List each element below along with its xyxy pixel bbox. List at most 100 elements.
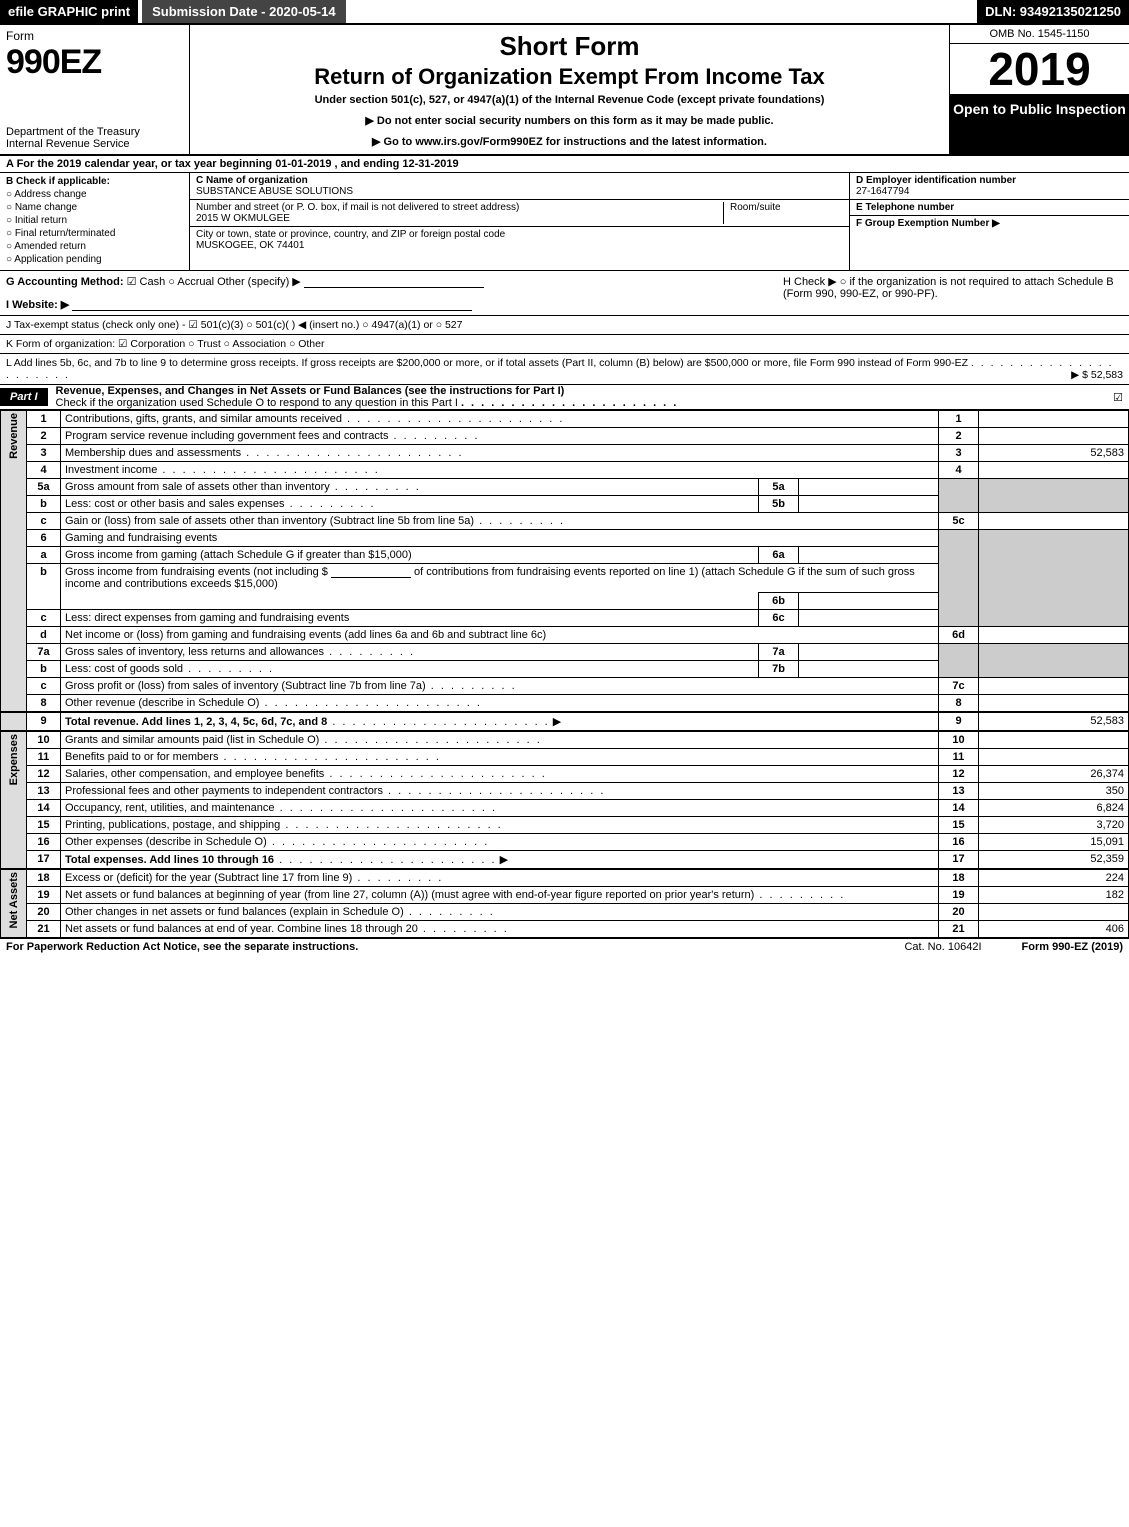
chk-initial-return[interactable]: Initial return — [6, 215, 183, 226]
lines-table: Revenue 1 Contributions, gifts, grants, … — [0, 410, 1129, 939]
ln-5a-sub: 5a — [759, 479, 799, 496]
ln-12-desc: Salaries, other compensation, and employ… — [65, 768, 324, 780]
ln-5b-desc: Less: cost or other basis and sales expe… — [65, 498, 285, 510]
chk-amended-return[interactable]: Amended return — [6, 241, 183, 252]
ln-3-num: 3 — [939, 445, 979, 462]
efile-print[interactable]: efile GRAPHIC print — [0, 0, 138, 23]
header-right: OMB No. 1545-1150 2019 Open to Public In… — [949, 25, 1129, 154]
org-city: MUSKOGEE, OK 74401 — [196, 240, 304, 251]
ln-2-desc: Program service revenue including govern… — [65, 430, 388, 442]
ln-6d-val — [979, 627, 1129, 644]
ln-15: 15 — [27, 817, 61, 834]
i-website-blank[interactable] — [72, 300, 472, 311]
revenue-label: Revenue — [1, 411, 27, 713]
h-schedule-b[interactable]: H Check ▶ ○ if the organization is not r… — [783, 275, 1123, 311]
ln-14: 14 — [27, 800, 61, 817]
ln-10-desc: Grants and similar amounts paid (list in… — [65, 734, 319, 746]
part-1-label: Part I — [0, 388, 48, 406]
ln-19-val: 182 — [979, 887, 1129, 904]
ln-9: 9 — [27, 712, 61, 731]
ln-17-val: 52,359 — [979, 851, 1129, 870]
col-b-checkboxes: B Check if applicable: Address change Na… — [0, 173, 190, 270]
chk-application-pending[interactable]: Application pending — [6, 254, 183, 265]
ln-5c: c — [27, 513, 61, 530]
form-number: 990EZ — [6, 43, 183, 82]
ln-3-val: 52,583 — [979, 445, 1129, 462]
g-cash[interactable]: Cash — [127, 276, 166, 288]
e-phone-label: E Telephone number — [856, 202, 954, 213]
paperwork-notice: For Paperwork Reduction Act Notice, see … — [6, 941, 864, 953]
ln-5c-num: 5c — [939, 513, 979, 530]
ln-5b: b — [27, 496, 61, 513]
ln-7a-desc: Gross sales of inventory, less returns a… — [65, 646, 324, 658]
chk-final-return[interactable]: Final return/terminated — [6, 228, 183, 239]
ln-8-val — [979, 695, 1129, 713]
ln-14-num: 14 — [939, 800, 979, 817]
d-ein-label: D Employer identification number — [856, 175, 1016, 186]
line-l-amount: ▶ $ 52,583 — [1071, 369, 1123, 381]
ln-3-desc: Membership dues and assessments — [65, 447, 241, 459]
form-subtitle: Under section 501(c), 527, or 4947(a)(1)… — [198, 94, 941, 106]
ln-6b-blank[interactable] — [331, 567, 411, 578]
chk-name-change[interactable]: Name change — [6, 202, 183, 213]
ln-20-num: 20 — [939, 904, 979, 921]
ln-20-desc: Other changes in net assets or fund bala… — [65, 906, 404, 918]
ln-11-num: 11 — [939, 749, 979, 766]
part-1-checkbox[interactable]: ☑ — [1107, 391, 1129, 404]
ln-13: 13 — [27, 783, 61, 800]
g-other[interactable]: Other (specify) ▶ — [217, 276, 301, 288]
ln-16-desc: Other expenses (describe in Schedule O) — [65, 836, 267, 848]
ln-9-desc: Total revenue. Add lines 1, 2, 3, 4, 5c,… — [65, 716, 327, 728]
ln-8: 8 — [27, 695, 61, 713]
g-label: G Accounting Method: — [6, 276, 124, 288]
ln-7a-subval — [799, 644, 939, 661]
ln-10-val — [979, 731, 1129, 749]
ln-7c: c — [27, 678, 61, 695]
chk-address-change[interactable]: Address change — [6, 189, 183, 200]
dln: DLN: 93492135021250 — [977, 0, 1129, 23]
ln-18-val: 224 — [979, 869, 1129, 887]
ln-7a-sub: 7a — [759, 644, 799, 661]
short-form-title: Short Form — [198, 31, 941, 62]
ln-6b-desc1: Gross income from fundraising events (no… — [65, 566, 328, 578]
ln-6a-sub: 6a — [759, 547, 799, 564]
ln-14-desc: Occupancy, rent, utilities, and maintena… — [65, 802, 275, 814]
g-other-blank[interactable] — [304, 277, 484, 288]
ln-17-num: 17 — [939, 851, 979, 870]
ln-7c-val — [979, 678, 1129, 695]
ln-9-num: 9 — [939, 712, 979, 731]
page-footer: For Paperwork Reduction Act Notice, see … — [0, 939, 1129, 955]
f-group-label: F Group Exemption Number ▶ — [856, 218, 1000, 229]
ln-6d-num: 6d — [939, 627, 979, 644]
ln-5b-sub: 5b — [759, 496, 799, 513]
ln-13-num: 13 — [939, 783, 979, 800]
ln-3: 3 — [27, 445, 61, 462]
goto-link[interactable]: ▶ Go to www.irs.gov/Form990EZ for instru… — [198, 135, 941, 148]
ln-1-desc: Contributions, gifts, grants, and simila… — [65, 413, 342, 425]
g-accrual[interactable]: Accrual — [168, 276, 214, 288]
ln-7a: 7a — [27, 644, 61, 661]
ssn-warning: ▶ Do not enter social security numbers o… — [198, 114, 941, 127]
ln-21: 21 — [27, 921, 61, 939]
ln-16-val: 15,091 — [979, 834, 1129, 851]
ln-1: 1 — [27, 411, 61, 428]
ln-18: 18 — [27, 869, 61, 887]
ln-15-num: 15 — [939, 817, 979, 834]
line-l-gross-receipts: L Add lines 5b, 6c, and 7b to line 9 to … — [0, 354, 1129, 385]
ln-21-val: 406 — [979, 921, 1129, 939]
ln-19-desc: Net assets or fund balances at beginning… — [65, 889, 754, 901]
ln-6-desc: Gaming and fundraising events — [61, 530, 939, 547]
ln-8-desc: Other revenue (describe in Schedule O) — [65, 697, 259, 709]
ln-6b: b — [27, 564, 61, 610]
ln-4-num: 4 — [939, 462, 979, 479]
room-suite-label: Room/suite — [723, 202, 843, 224]
ln-12-num: 12 — [939, 766, 979, 783]
line-k-form-of-org: K Form of organization: ☑ Corporation ○ … — [0, 335, 1129, 354]
topbar: efile GRAPHIC print Submission Date - 20… — [0, 0, 1129, 25]
ln-12-val: 26,374 — [979, 766, 1129, 783]
form-id-footer: Form 990-EZ (2019) — [1022, 941, 1123, 953]
line-a-taxyear: A For the 2019 calendar year, or tax yea… — [0, 156, 1129, 173]
ln-14-val: 6,824 — [979, 800, 1129, 817]
omb-number: OMB No. 1545-1150 — [950, 25, 1129, 44]
ln-2: 2 — [27, 428, 61, 445]
